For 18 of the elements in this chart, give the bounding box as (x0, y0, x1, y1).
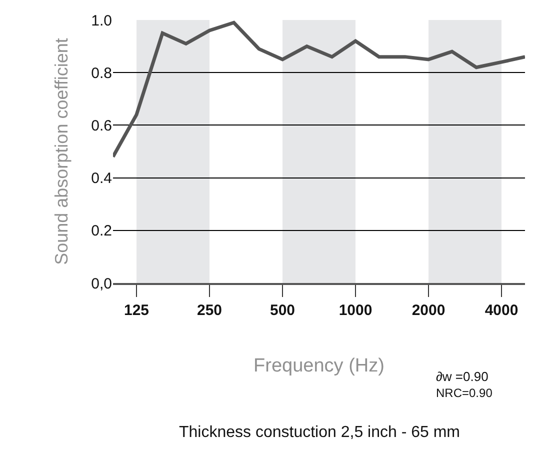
text: Thickness constuction 2,5 inch - 65 mm (179, 424, 460, 441)
line-series (113, 20, 525, 159)
x-tick-label: 4000 (484, 302, 518, 319)
x-tick-label: 125 (124, 302, 150, 319)
text: NRC=0.90 (436, 386, 493, 400)
x-tick-label: 250 (196, 302, 222, 319)
y-axis-title: Sound absorption coefficient (51, 38, 72, 265)
y-tick-label: 0.4 (91, 170, 112, 188)
y-tick-label: 0.6 (91, 117, 112, 134)
y-tick-label: 0.2 (91, 222, 112, 240)
y-tick-label: 0.8 (91, 64, 112, 82)
text: ∂w =0.90 (436, 369, 488, 384)
x-tick-label: 500 (270, 302, 296, 319)
x-tick-label: 1000 (338, 302, 372, 319)
y-tick-label: 0,0 (91, 275, 112, 292)
x-tick-label: 2000 (412, 302, 446, 319)
x-axis-title: Frequency (Hz) (254, 355, 384, 376)
y-tick-label: 1.0 (91, 12, 112, 30)
